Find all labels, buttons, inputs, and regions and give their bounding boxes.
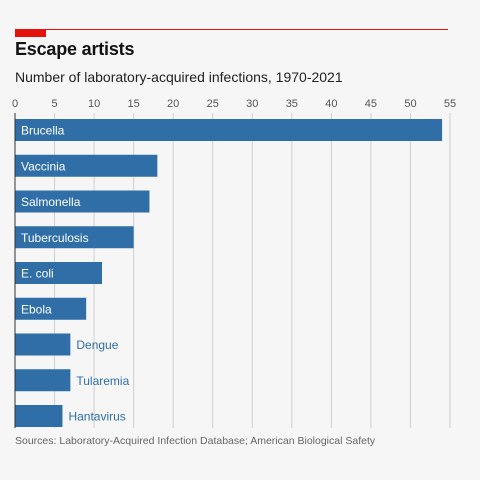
bar-tularemia (15, 369, 70, 391)
x-axis-ticks: 0 5 10 15 20 25 30 35 40 45 50 55 (12, 98, 456, 110)
bar-label: Tuberculosis (21, 231, 89, 245)
bar-dengue (15, 334, 70, 356)
x-tick-label: 10 (88, 98, 100, 110)
x-tick-label: 40 (325, 98, 337, 110)
x-tick-label: 0 (12, 98, 18, 110)
x-tick-label: 20 (167, 98, 179, 110)
x-tick-label: 5 (51, 98, 57, 110)
bar-label: Dengue (76, 338, 118, 352)
x-tick-label: 25 (207, 98, 219, 110)
x-tick-label: 45 (365, 98, 377, 110)
source-note: Sources: Laboratory-Acquired Infection D… (15, 435, 375, 447)
bar-label: Salmonella (21, 195, 81, 209)
x-tick-label: 35 (286, 98, 298, 110)
bar-label: Brucella (21, 124, 65, 138)
bar-brucella (15, 119, 442, 141)
bar-label: Tularemia (76, 374, 129, 388)
x-tick-label: 55 (444, 98, 456, 110)
bar-hantavirus (15, 405, 62, 427)
x-tick-label: 15 (128, 98, 140, 110)
bar-label: Hantavirus (68, 410, 125, 424)
x-tick-label: 50 (404, 98, 416, 110)
x-tick-label: 30 (246, 98, 258, 110)
bar-label: Vaccinia (21, 159, 66, 173)
bar-label: E. coli (21, 267, 54, 281)
bar-label: Ebola (21, 302, 52, 316)
